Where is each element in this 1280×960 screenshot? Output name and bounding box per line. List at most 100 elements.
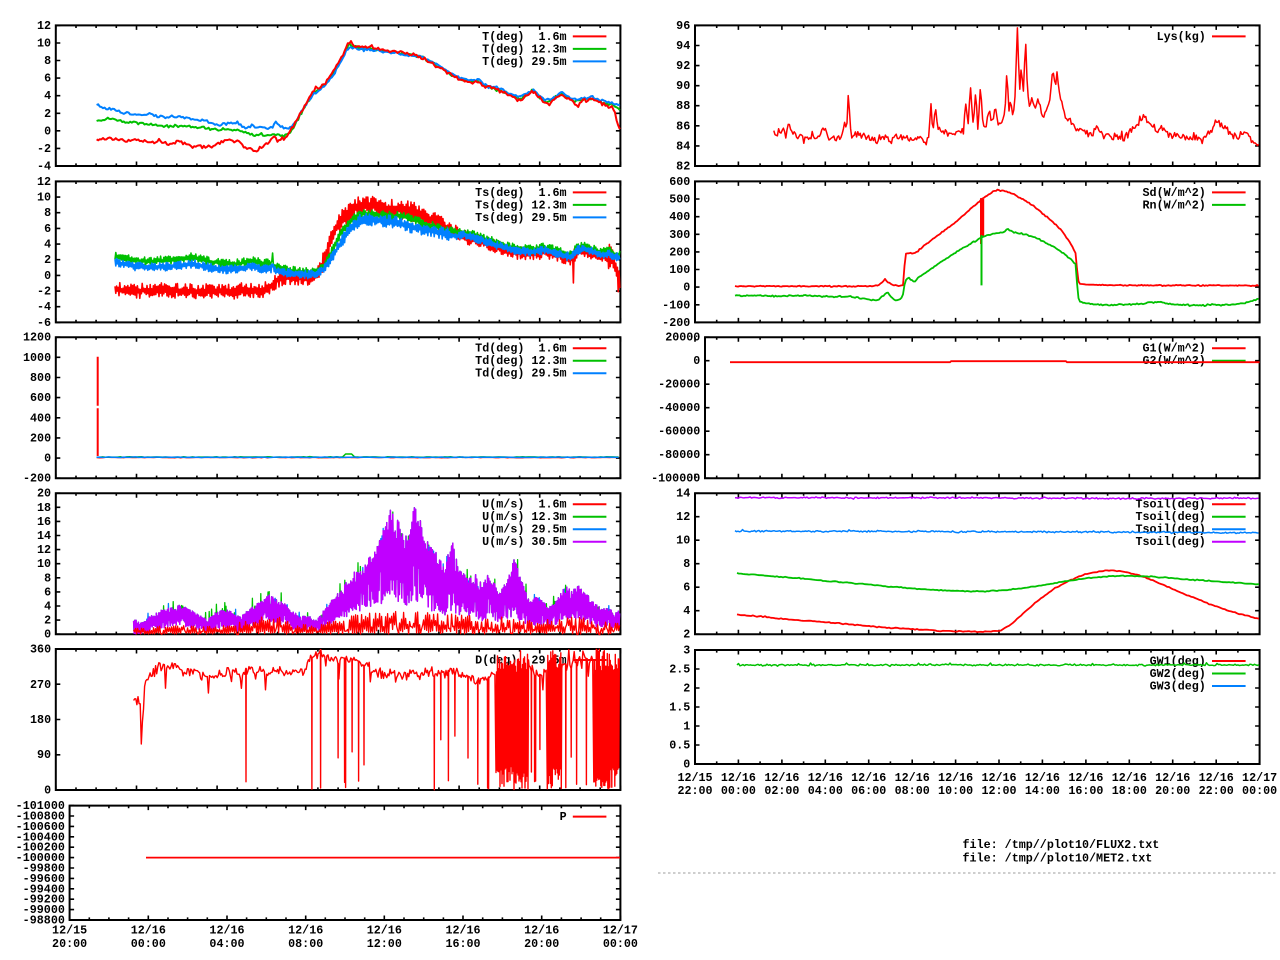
svg-text:22:00: 22:00	[677, 784, 712, 798]
svg-text:-2: -2	[37, 142, 51, 156]
svg-text:-99400: -99400	[23, 882, 65, 896]
svg-text:T(deg) 1.6m: T(deg) 1.6m	[482, 30, 566, 44]
svg-text:-60000: -60000	[658, 425, 700, 439]
svg-text:0: 0	[44, 124, 51, 138]
svg-text:file: /tmp//plot10/FLUX2.txt: file: /tmp//plot10/FLUX2.txt	[963, 838, 1160, 852]
svg-text:4: 4	[44, 600, 51, 614]
svg-text:Tsoil(deg): Tsoil(deg)	[1136, 498, 1206, 512]
svg-text:84: 84	[676, 139, 690, 153]
svg-text:12/15: 12/15	[677, 771, 712, 785]
svg-text:-100000: -100000	[16, 851, 65, 865]
svg-text:0: 0	[44, 628, 51, 642]
svg-text:3: 3	[683, 644, 690, 658]
svg-text:Tsoil(deg): Tsoil(deg)	[1136, 535, 1206, 549]
svg-text:1000: 1000	[23, 351, 51, 365]
svg-text:0: 0	[44, 452, 51, 466]
svg-text:6: 6	[44, 72, 51, 86]
svg-text:Ts(deg) 1.6m: Ts(deg) 1.6m	[475, 186, 566, 200]
svg-text:Tsoil(deg): Tsoil(deg)	[1136, 510, 1206, 524]
svg-text:2: 2	[44, 253, 51, 267]
svg-text:U(m/s) 12.3m: U(m/s) 12.3m	[482, 510, 566, 524]
svg-text:file: /tmp//plot10/MET2.txt: file: /tmp//plot10/MET2.txt	[963, 852, 1153, 866]
svg-text:-100000: -100000	[651, 472, 700, 486]
svg-text:08:00: 08:00	[895, 784, 930, 798]
svg-text:00:00: 00:00	[131, 937, 166, 951]
svg-text:360: 360	[30, 643, 51, 657]
svg-text:10: 10	[37, 557, 51, 571]
svg-text:10: 10	[37, 191, 51, 205]
svg-text:12/16: 12/16	[851, 771, 886, 785]
svg-text:2: 2	[683, 628, 690, 642]
svg-text:600: 600	[30, 391, 51, 405]
svg-text:20:00: 20:00	[524, 937, 559, 951]
svg-text:-6: -6	[37, 316, 51, 330]
svg-text:10:00: 10:00	[938, 784, 973, 798]
svg-text:Ts(deg) 12.3m: Ts(deg) 12.3m	[475, 198, 566, 212]
svg-text:-98800: -98800	[23, 914, 65, 928]
svg-text:2: 2	[44, 107, 51, 121]
svg-text:00:00: 00:00	[721, 784, 756, 798]
svg-text:-100600: -100600	[16, 820, 65, 834]
svg-text:-100200: -100200	[16, 841, 65, 855]
svg-text:12/17: 12/17	[603, 924, 638, 938]
svg-text:16: 16	[37, 515, 51, 529]
svg-text:00:00: 00:00	[1242, 784, 1277, 798]
svg-text:86: 86	[676, 119, 690, 133]
svg-text:GW3(deg): GW3(deg)	[1150, 680, 1206, 694]
svg-text:180: 180	[30, 713, 51, 727]
svg-text:-101000: -101000	[16, 799, 65, 813]
svg-text:-4: -4	[37, 160, 51, 174]
svg-text:-99000: -99000	[23, 903, 65, 917]
svg-text:G1(W/m^2): G1(W/m^2)	[1143, 342, 1206, 356]
svg-text:04:00: 04:00	[209, 937, 244, 951]
svg-text:0.5: 0.5	[669, 739, 690, 753]
svg-text:-4: -4	[37, 300, 51, 314]
svg-text:16:00: 16:00	[1068, 784, 1103, 798]
svg-text:200: 200	[669, 245, 690, 259]
svg-text:Lys(kg): Lys(kg)	[1157, 30, 1206, 44]
svg-text:Td(deg) 1.6m: Td(deg) 1.6m	[475, 342, 566, 356]
svg-text:12: 12	[37, 19, 51, 33]
svg-text:12/16: 12/16	[895, 771, 930, 785]
svg-text:12/16: 12/16	[981, 771, 1016, 785]
svg-text:1.5: 1.5	[669, 701, 690, 715]
svg-text:-99200: -99200	[23, 893, 65, 907]
svg-text:12/16: 12/16	[288, 924, 323, 938]
svg-text:12/16: 12/16	[721, 771, 756, 785]
svg-text:T(deg) 12.3m: T(deg) 12.3m	[482, 42, 566, 56]
svg-text:12/16: 12/16	[1025, 771, 1060, 785]
svg-text:12/16: 12/16	[1112, 771, 1147, 785]
svg-text:-100: -100	[662, 298, 690, 312]
svg-text:12: 12	[676, 510, 690, 524]
svg-text:0: 0	[683, 758, 690, 772]
svg-text:T(deg) 29.5m: T(deg) 29.5m	[482, 55, 566, 69]
svg-text:-99800: -99800	[23, 862, 65, 876]
svg-text:100: 100	[669, 263, 690, 277]
svg-text:02:00: 02:00	[764, 784, 799, 798]
svg-text:0: 0	[693, 354, 700, 368]
svg-text:82: 82	[676, 160, 690, 174]
svg-text:1200: 1200	[23, 331, 51, 345]
svg-text:04:00: 04:00	[808, 784, 843, 798]
svg-text:400: 400	[669, 210, 690, 224]
svg-text:12/16: 12/16	[445, 924, 480, 938]
svg-text:8: 8	[44, 206, 51, 220]
svg-text:14: 14	[676, 487, 690, 501]
svg-text:Td(deg) 29.5m: Td(deg) 29.5m	[475, 367, 566, 381]
svg-text:-200: -200	[23, 472, 51, 486]
svg-text:2.5: 2.5	[669, 663, 690, 677]
svg-text:500: 500	[669, 193, 690, 207]
svg-text:P: P	[560, 810, 567, 824]
svg-text:Ts(deg) 29.5m: Ts(deg) 29.5m	[475, 211, 566, 225]
svg-text:Sd(W/m^2): Sd(W/m^2)	[1143, 186, 1206, 200]
svg-text:2: 2	[44, 614, 51, 628]
svg-text:6: 6	[44, 222, 51, 236]
svg-text:-99600: -99600	[23, 872, 65, 886]
svg-text:8: 8	[44, 54, 51, 68]
svg-text:90: 90	[676, 79, 690, 93]
svg-text:10: 10	[37, 37, 51, 51]
svg-text:12/16: 12/16	[209, 924, 244, 938]
svg-text:300: 300	[669, 228, 690, 242]
svg-text:6: 6	[683, 581, 690, 595]
svg-text:6: 6	[44, 585, 51, 599]
